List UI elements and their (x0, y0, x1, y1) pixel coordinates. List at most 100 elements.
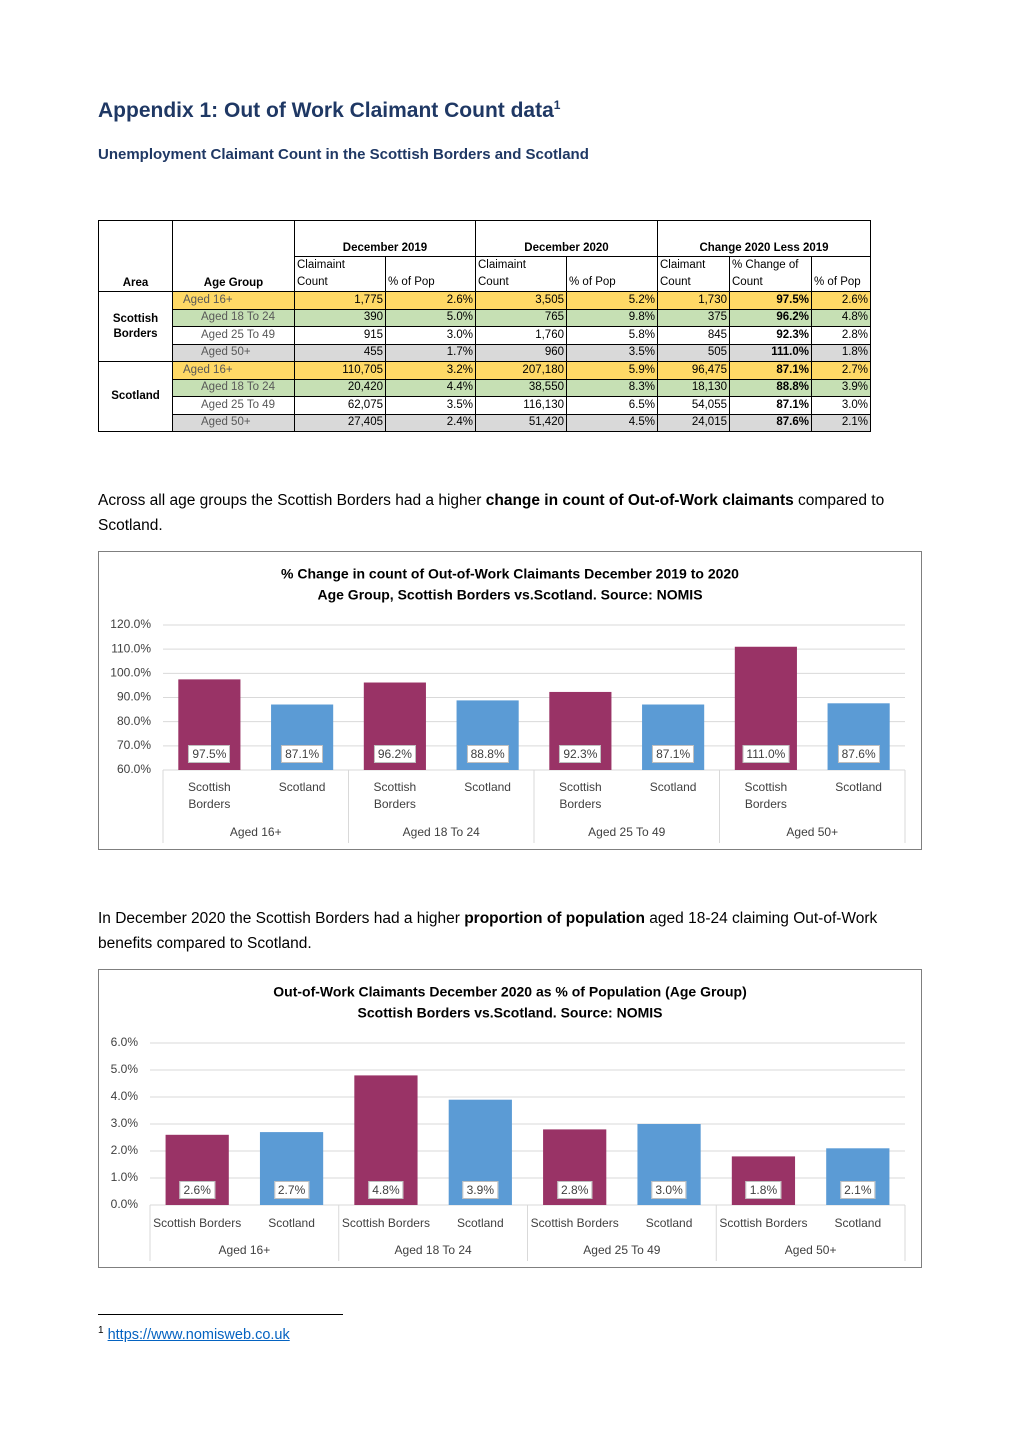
footnote-rule (98, 1314, 343, 1315)
y-tick-label: 6.0% (111, 1035, 139, 1049)
value-cell: 6.5% (566, 396, 658, 415)
category-label: Scottish Borders (188, 780, 231, 811)
footnote-link[interactable]: https://www.nomisweb.co.uk (107, 1326, 290, 1343)
y-tick-label: 5.0% (111, 1062, 139, 1076)
y-tick-label: 90.0% (117, 690, 151, 704)
text: compared to Scotland. (98, 492, 885, 534)
category-label: Scotland (456, 1216, 504, 1230)
group-label: Aged 50+ (786, 825, 839, 839)
y-tick-label: 80.0% (117, 714, 151, 728)
group-label: Aged 18 To 24 (402, 825, 480, 839)
group-header: Change 2020 Less 2019 (656, 220, 872, 257)
table-body: Scottish Borders Aged 16+ 1,775 2.6% 3,505 5.… (98, 291, 872, 432)
chart-subtitle: Age Group, Scottish Borders vs.Scotland.… (317, 587, 702, 603)
value-label: 4.8% (368, 1181, 404, 1199)
column-header: % of Pop (810, 256, 872, 292)
value-cell: 24,015 (657, 413, 730, 432)
subheading: Unemployment Claimant Count in the Scott… (98, 146, 589, 163)
table-row: Aged 25 To 49 62,075 3.5% 116,130 6.5% 54,055… (99, 396, 872, 415)
claimant-table: Area Age Group December 2019 December 20… (98, 220, 872, 432)
column-header: Claimaint Count (294, 256, 386, 292)
group-label: Aged 16+ (218, 1243, 271, 1257)
category-label: Scotland (835, 780, 882, 794)
value-label: 87.6% (837, 745, 880, 763)
value-cell: 3.0% (810, 396, 872, 415)
y-tick-label: 120.0% (110, 617, 151, 631)
value-cell: 2.6% (385, 291, 476, 310)
value-label: 87.1% (652, 745, 695, 763)
value-cell: 207,180 (475, 361, 567, 380)
value-cell: 110,705 (294, 361, 386, 380)
value-cell: 1,775 (294, 291, 386, 310)
value-cell: 3.5% (566, 343, 658, 362)
value-cell: 960 (475, 343, 567, 362)
footnote-ref: 1 (553, 98, 561, 112)
value-cell: 96.2% (729, 308, 812, 327)
category-label: Scottish Borders (559, 780, 602, 811)
table-row: Scottish Borders Aged 16+ 1,775 2.6% 3,505 5.… (98, 291, 872, 362)
value-cell: 3.9% (810, 378, 872, 397)
column-header: % of Pop (566, 256, 658, 292)
table-row: Aged 50+ 455 1.7% 960 3.5% 505 111.0% 1.8% (99, 343, 872, 362)
value-cell: 390 (294, 308, 386, 327)
value-cell: 2.1% (810, 413, 872, 432)
footnote: 1 https://www.nomisweb.co.uk (98, 1325, 290, 1343)
chart-svg: % Change in count of Out-of-Work Claiman… (98, 551, 922, 850)
value-cell: 87.1% (729, 361, 812, 380)
value-cell: 116,130 (475, 396, 567, 415)
heading-text: Appendix 1: Out of Work Claimant Count d… (98, 99, 554, 122)
value-cell: 3,505 (475, 291, 567, 310)
value-label: 97.5% (188, 745, 231, 763)
value-cell: 96,475 (657, 361, 730, 380)
value-cell: 20,420 (294, 378, 386, 397)
category-label: Scotland (268, 1216, 315, 1230)
value-cell: 27,405 (294, 413, 386, 432)
y-tick-label: 110.0% (111, 641, 151, 655)
value-cell: 5.9% (566, 361, 658, 380)
age-cell: Aged 25 To 49 (172, 326, 295, 345)
category-label: Scotland (834, 1216, 882, 1230)
age-cell: Aged 16+ (172, 361, 295, 380)
text: Across all age groups the Scottish Borde… (98, 492, 486, 509)
chart: Out-of-Work Claimants December 2020 as %… (98, 969, 922, 1268)
value-cell: 375 (657, 308, 730, 327)
value-cell: 2.4% (385, 413, 476, 432)
value-cell: 87.6% (729, 413, 812, 432)
value-cell: 8.3% (566, 378, 658, 397)
value-cell: 1.7% (385, 343, 476, 362)
column-header: Claimant Count (657, 256, 730, 292)
value-cell: 4.5% (566, 413, 658, 432)
table-row: Scotland Aged 16+ 110,705 3.2% 207,180 5.9% 96… (98, 361, 872, 432)
age-cell: Aged 16+ (172, 291, 295, 310)
value-cell: 88.8% (729, 378, 812, 397)
column-header: % Change of Count (729, 256, 812, 292)
bold-text: change in count of Out-of-Work claimants (485, 492, 794, 509)
value-cell: 54,055 (657, 396, 730, 415)
value-label: 3.9% (462, 1181, 498, 1199)
age-cell: Aged 18 To 24 (172, 308, 295, 327)
group-header: December 2020 (475, 220, 658, 257)
value-label: 96.2% (373, 745, 416, 763)
category-label: Scotland (649, 780, 697, 794)
bold-text: proportion of population (464, 910, 645, 927)
text: In December 2020 the Scottish Borders ha… (98, 910, 465, 927)
value-cell: 38,550 (475, 378, 567, 397)
value-label: 2.6% (179, 1181, 215, 1199)
value-label: 2.7% (273, 1181, 310, 1199)
value-cell: 1.8% (810, 343, 872, 362)
value-label: 2.8% (557, 1181, 593, 1199)
paragraph: Across all age groups the Scottish Borde… (98, 488, 928, 538)
value-label: 111.0% (742, 745, 790, 763)
category-label: Scottish Borders (153, 1216, 242, 1230)
value-cell: 2.7% (810, 361, 872, 380)
chart-title: Out-of-Work Claimants December 2020 as %… (273, 984, 746, 1000)
value-cell: 1,760 (475, 326, 567, 345)
age-cell: Aged 25 To 49 (172, 396, 295, 415)
area-cell: Scotland (98, 361, 173, 432)
value-cell: 51,420 (475, 413, 567, 432)
value-cell: 2.8% (810, 326, 872, 345)
value-cell: 2.6% (810, 291, 872, 310)
category-label: Scottish Borders (530, 1216, 619, 1230)
table-row: Aged 18 To 24 20,420 4.4% 38,550 8.3% 18,130 8… (99, 378, 872, 397)
value-cell: 4.4% (385, 378, 476, 397)
